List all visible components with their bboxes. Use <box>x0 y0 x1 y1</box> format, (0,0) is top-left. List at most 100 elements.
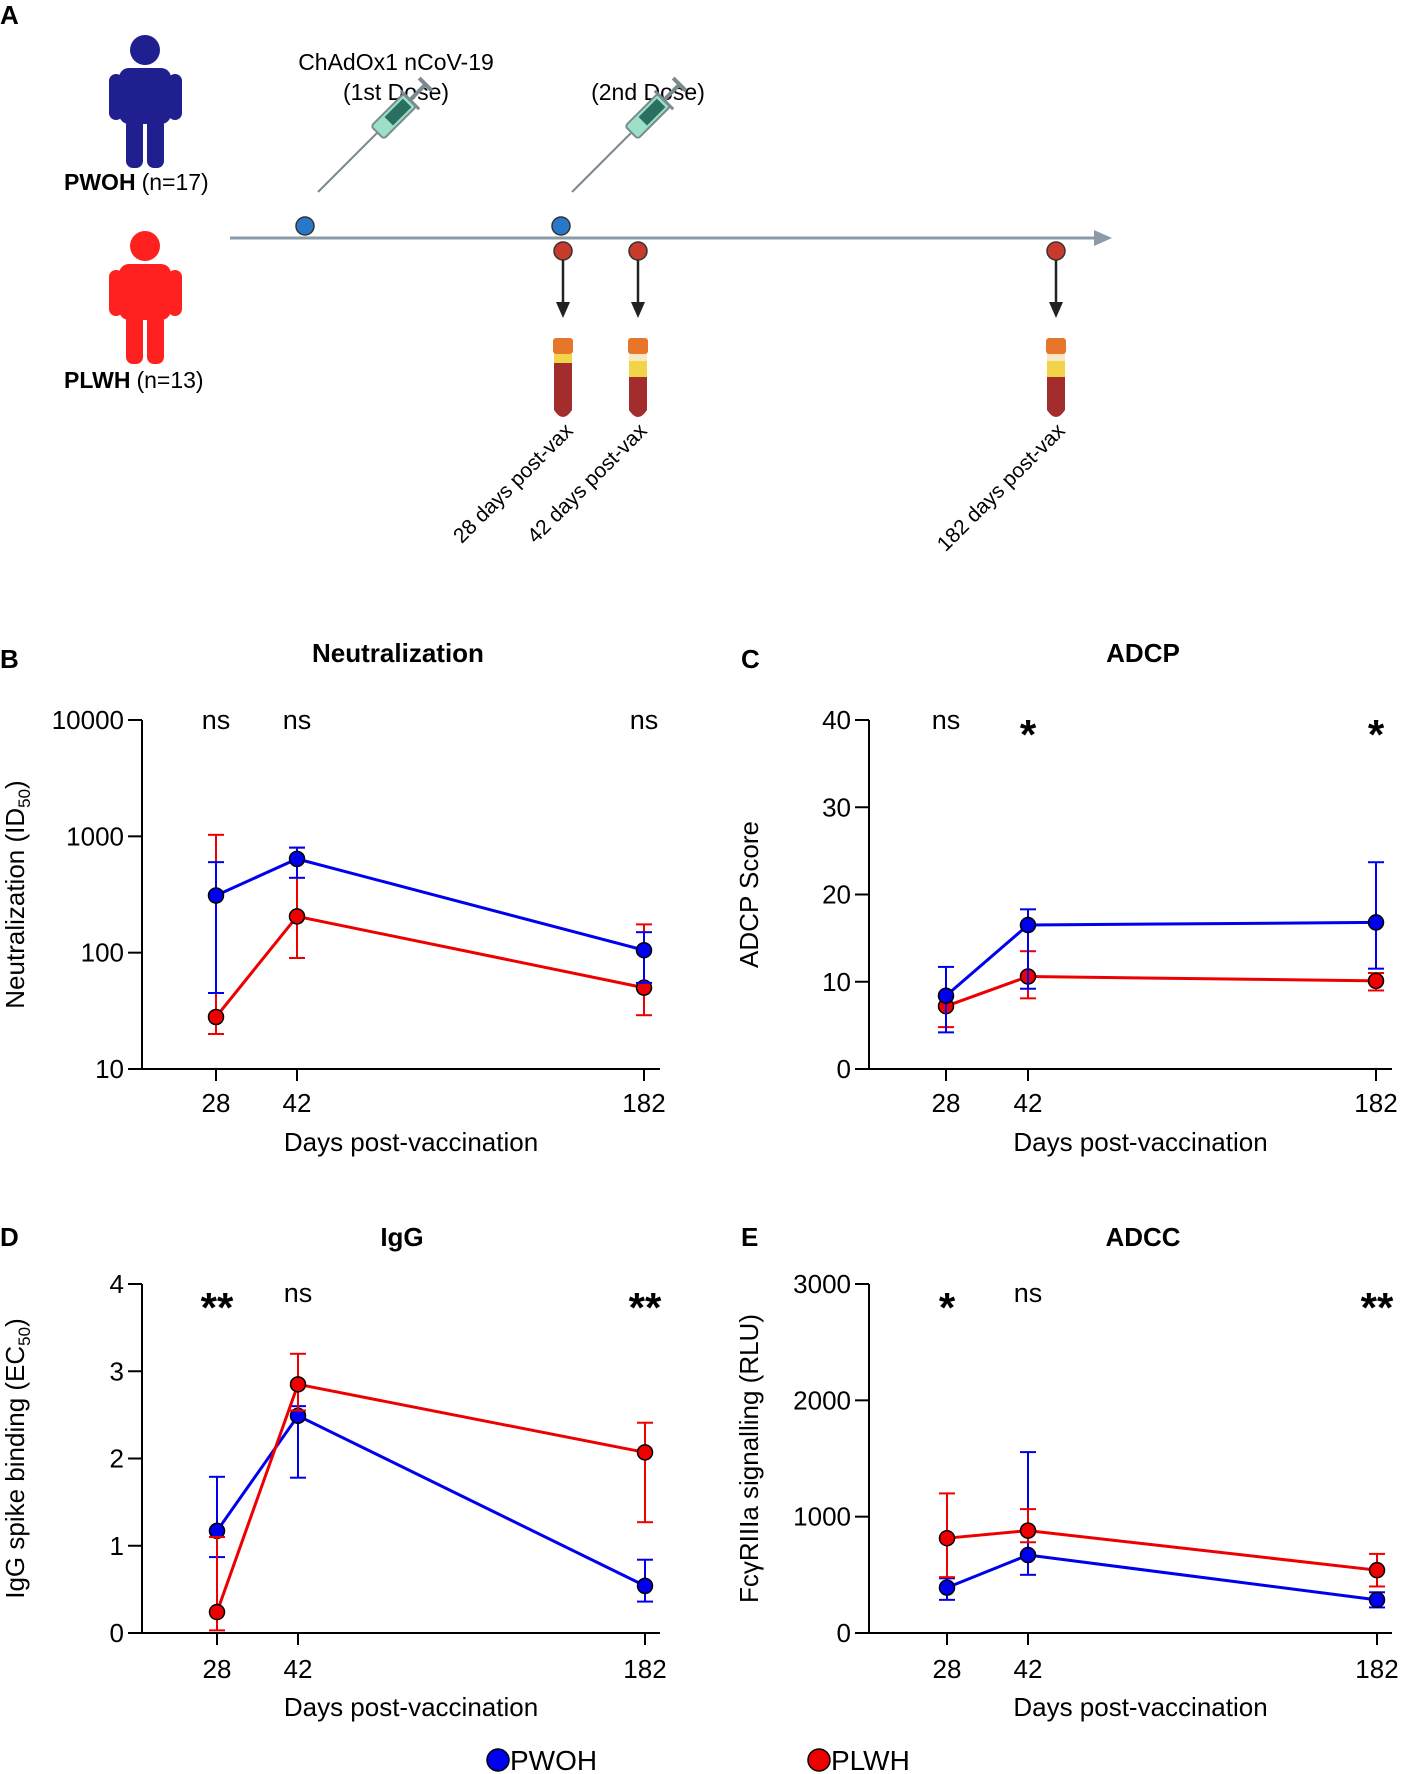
data-point <box>1368 1591 1386 1609</box>
x-tick-label: 42 <box>1014 1654 1043 1684</box>
x-tick-label: 42 <box>284 1654 313 1684</box>
data-point <box>1019 916 1037 934</box>
adcp-chart: C ADCP 0 10 20 30 40 28 42 182 Days post-vaccinati… <box>734 638 1398 1157</box>
x-tick-label: 182 <box>1354 1088 1397 1118</box>
data-point <box>636 1444 654 1461</box>
dose2-label-line2: (2nd Dose) <box>591 79 705 105</box>
sample-42 <box>628 241 648 417</box>
data-point <box>937 987 955 1004</box>
series-plwh <box>208 1352 654 1632</box>
panel-label: E <box>741 1222 758 1252</box>
x-tick-label: 182 <box>622 1088 665 1118</box>
chart-title: ADCC <box>1105 1222 1180 1252</box>
pwoh-group-label: PWOH (n=17) <box>64 169 209 195</box>
x-tick-label: 182 <box>1355 1654 1398 1684</box>
y-axis-label-end: ) <box>0 1318 30 1327</box>
significance-marker: ** <box>1361 1284 1394 1331</box>
x-tick-label: 42 <box>1014 1088 1043 1118</box>
chart-title: IgG <box>380 1222 423 1252</box>
schematic-panel: A PWOH (n=17) PLWH (n=13) ChAdOx1 nCoV-19 … <box>0 0 1112 556</box>
y-tick-label: 4 <box>110 1269 124 1299</box>
data-point <box>938 1579 956 1596</box>
dose2-marker <box>551 216 571 236</box>
neutralization-chart: B Neutralization 10 100 1000 10000 28 42 182 Days… <box>0 638 666 1157</box>
y-tick-label: 10 <box>95 1054 124 1084</box>
data-point <box>1368 1561 1386 1579</box>
x-tick-label: 28 <box>203 1654 232 1684</box>
legend-pwoh-marker <box>486 1748 510 1772</box>
plwh-group-n: (n=13) <box>136 367 203 393</box>
timepoint-label-182: 182 days post-vax <box>933 419 1070 556</box>
x-axis-label: Days post-vaccination <box>284 1692 538 1722</box>
y-tick-label: 0 <box>110 1618 124 1648</box>
significance-marker: ** <box>629 1284 662 1331</box>
data-point <box>207 1008 225 1026</box>
series-line <box>946 1529 1378 1572</box>
igg-chart: D IgG 0 1 2 3 4 28 42 182 Days post-vaccination IgG… <box>0 1222 667 1722</box>
series-line <box>214 914 645 1018</box>
significance-marker: ** <box>201 1284 234 1331</box>
chart-title: ADCP <box>1106 638 1180 668</box>
data-point <box>938 1529 956 1547</box>
chart-title: Neutralization <box>312 638 484 668</box>
x-axis-label: Days post-vaccination <box>284 1127 538 1157</box>
series-plwh <box>937 950 1385 1029</box>
plwh-person-icon <box>109 231 182 364</box>
x-axis-label: Days post-vaccination <box>1013 1127 1267 1157</box>
data-point <box>208 1603 226 1621</box>
y-tick-label: 10000 <box>52 705 124 735</box>
legend: PWOH PLWH <box>486 1745 910 1774</box>
series-line <box>945 920 1377 997</box>
sample-28 <box>553 241 573 417</box>
panel-label: B <box>0 644 19 674</box>
y-axis-label-end: ) <box>0 780 30 789</box>
series-pwoh <box>207 846 653 995</box>
series-pwoh <box>938 1451 1386 1609</box>
panel-label: C <box>741 644 760 674</box>
significance-marker: ns <box>630 705 659 735</box>
y-axis-label-subscript: 50 <box>15 1327 34 1346</box>
significance-marker: ns <box>1014 1278 1043 1308</box>
dose1-label-line1: ChAdOx1 nCoV-19 <box>298 49 494 75</box>
plwh-group-label: PLWH (n=13) <box>64 367 204 393</box>
panel-label-a: A <box>0 0 19 30</box>
data-point <box>207 887 225 904</box>
series-plwh <box>938 1492 1386 1588</box>
x-tick-label: 28 <box>932 1088 961 1118</box>
dose1-marker <box>295 216 315 236</box>
x-tick-label: 28 <box>933 1654 962 1684</box>
significance-marker: ns <box>202 705 231 735</box>
significance-marker: * <box>1020 711 1037 758</box>
series-line <box>215 1382 646 1613</box>
timeline-arrow-icon <box>1094 230 1112 246</box>
y-tick-label: 2 <box>110 1444 124 1474</box>
y-axis-label: FcγRIIIa signalling (RLU) <box>734 1314 764 1603</box>
data-point <box>1367 972 1385 990</box>
y-axis-label-main: Neutralization (ID <box>0 808 30 1009</box>
pwoh-person-icon <box>109 35 182 168</box>
x-tick-label: 28 <box>202 1088 231 1118</box>
data-point <box>289 1376 307 1393</box>
data-point <box>1367 914 1385 931</box>
y-tick-label: 1000 <box>66 821 124 851</box>
sample-182 <box>1046 241 1066 417</box>
y-tick-label: 40 <box>822 705 851 735</box>
x-axis-label: Days post-vaccination <box>1013 1692 1267 1722</box>
y-tick-label: 2000 <box>793 1385 851 1415</box>
significance-marker: ns <box>283 705 312 735</box>
pwoh-group-n: (n=17) <box>142 169 209 195</box>
y-tick-label: 3 <box>110 1356 124 1386</box>
pwoh-group-name: PWOH <box>64 169 136 195</box>
y-axis-label-subscript: 50 <box>15 789 34 808</box>
data-point <box>1019 1546 1037 1564</box>
data-point <box>635 941 653 959</box>
series-line <box>945 975 1377 1008</box>
data-point <box>1019 1522 1037 1539</box>
x-tick-label: 182 <box>623 1654 666 1684</box>
series-pwoh <box>937 861 1385 1034</box>
significance-marker: ns <box>932 705 961 735</box>
y-axis-label: IgG spike binding (EC50) <box>0 1318 34 1599</box>
y-tick-label: 20 <box>822 880 851 910</box>
syringe-icon-2 <box>605 76 688 159</box>
